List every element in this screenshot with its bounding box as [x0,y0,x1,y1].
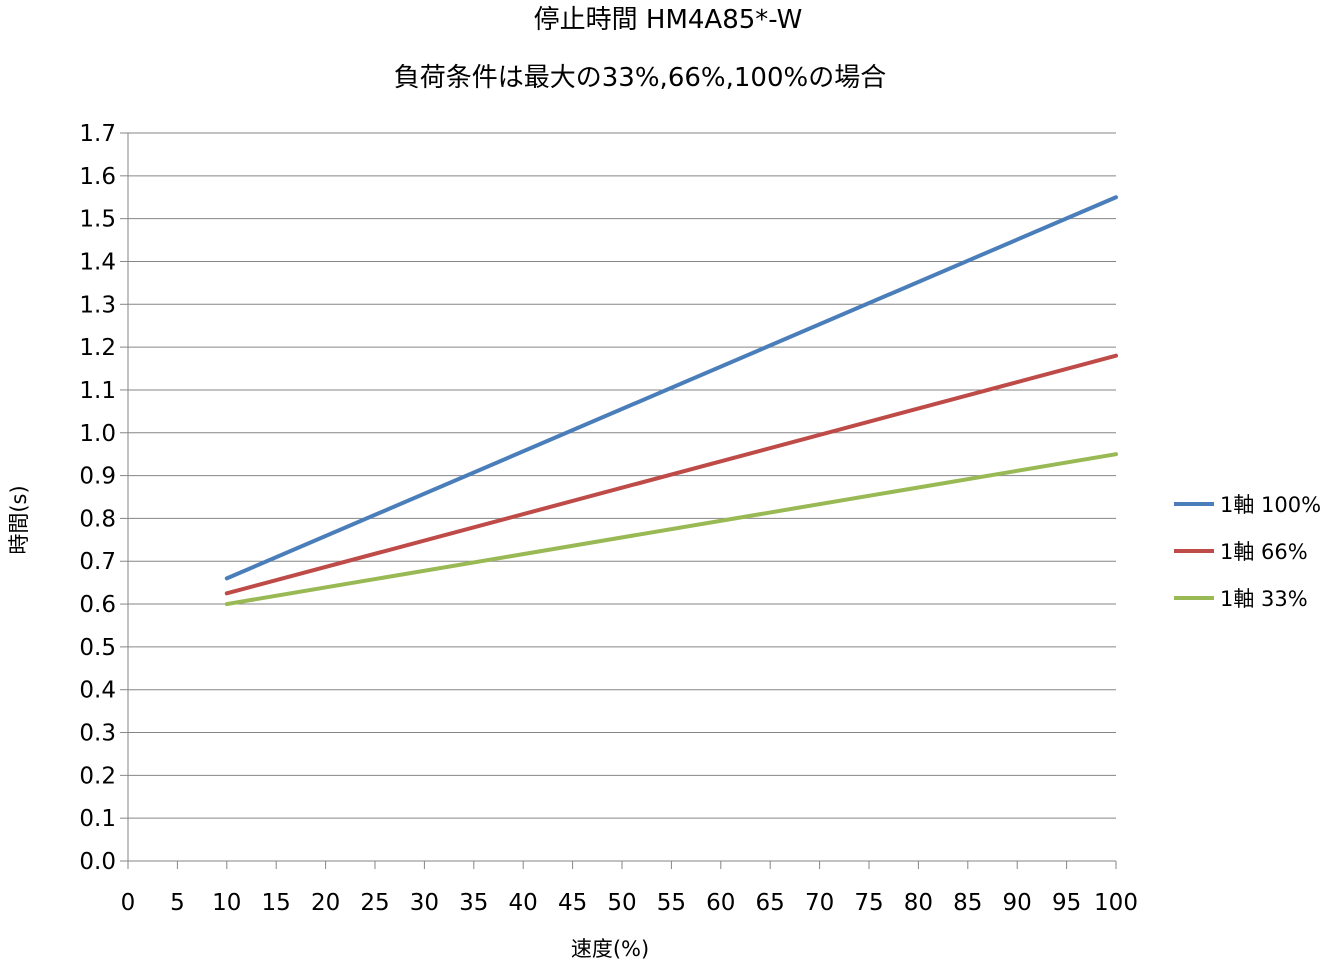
x-tick-label: 90 [1003,890,1032,916]
x-tick-label: 45 [558,890,587,916]
axis-layer: 0.0 0.1 0.2 0.3 0.4 0.5 0.6 0.7 0.8 0.9 1.0 1.1 1.2 1… [79,121,1138,916]
y-tick-label: 0.4 [79,678,116,704]
chart-subtitle: 負荷条件は最大の33%,66%,100%の場合 [394,63,886,93]
y-tick-label: 1.4 [79,249,116,275]
x-tick-label: 55 [657,890,686,916]
x-tick-label: 20 [311,890,340,916]
x-tick-label: 15 [262,890,291,916]
x-tick-label: 10 [212,890,241,916]
y-tick-label: 0.0 [79,849,116,875]
x-tick-label: 40 [509,890,538,916]
x-axis-label: 速度(%) [571,937,649,961]
x-tick-label: 0 [121,890,136,916]
series-line-2 [224,452,1118,607]
y-tick-label: 1.0 [79,421,116,447]
y-tick-label: 0.9 [79,464,116,490]
legend-label-0: 1軸 100% [1220,493,1321,517]
x-tick-label: 30 [410,890,439,916]
x-tick-label: 80 [904,890,933,916]
series-line-0 [224,195,1118,581]
y-tick-label: 1.3 [79,292,116,318]
y-tick-label: 1.6 [79,164,116,190]
chart-title: 停止時間 HM4A85*-W [534,5,803,35]
x-tick-label: 70 [805,890,834,916]
y-tick-label: 0.1 [79,806,116,832]
y-tick-label: 0.7 [79,549,116,575]
x-tick-label: 75 [854,890,883,916]
y-axis-label: 時間(s) [7,485,31,554]
y-tick-label: 0.8 [79,506,116,532]
x-tick-label: 95 [1052,890,1081,916]
grid-layer [128,132,1116,819]
legend-label-2: 1軸 33% [1220,587,1308,611]
x-tick-label: 25 [360,890,389,916]
y-tick-label: 0.3 [79,721,116,747]
y-tick-label: 0.6 [79,592,116,618]
x-tick-label: 85 [953,890,982,916]
x-tick-label: 35 [459,890,488,916]
x-tick-label: 50 [607,890,636,916]
y-tick-label: 1.2 [79,335,116,361]
x-tick-label: 65 [756,890,785,916]
series-line-1 [224,353,1118,596]
series-layer [224,195,1118,607]
y-tick-label: 0.5 [79,635,116,661]
y-tick-label: 1.7 [79,121,116,147]
y-tick-label: 0.2 [79,763,116,789]
legend: 1軸 100% 1軸 66% 1軸 33% [1174,493,1321,611]
y-tick-label: 1.5 [79,207,116,233]
y-tick-label: 1.1 [79,378,116,404]
legend-label-1: 1軸 66% [1220,540,1308,564]
x-tick-label: 5 [170,890,185,916]
x-tick-label: 100 [1094,890,1138,916]
x-tick-label: 60 [706,890,735,916]
